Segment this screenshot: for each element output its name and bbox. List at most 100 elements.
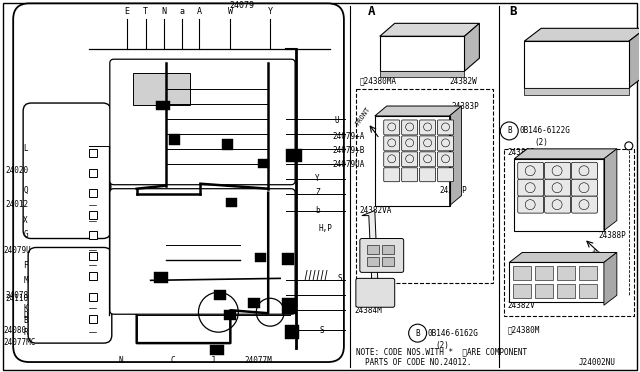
Text: 0B146-6162G: 0B146-6162G <box>428 328 479 338</box>
Text: S: S <box>338 274 342 283</box>
Text: J24002NU: J24002NU <box>579 357 616 366</box>
Text: (2): (2) <box>436 341 449 350</box>
Text: 24383P: 24383P <box>451 102 479 110</box>
FancyBboxPatch shape <box>518 179 543 196</box>
Polygon shape <box>449 106 461 206</box>
FancyBboxPatch shape <box>545 196 570 213</box>
Text: 24079: 24079 <box>230 1 255 10</box>
Text: 24382WA: 24382WA <box>581 87 613 96</box>
Text: 24110: 24110 <box>5 294 28 303</box>
Text: Y: Y <box>315 174 319 183</box>
Text: N: N <box>119 356 124 365</box>
Text: PARTS OF CODE NO.24012.: PARTS OF CODE NO.24012. <box>365 357 471 366</box>
Text: FRONT: FRONT <box>355 106 371 126</box>
Bar <box>282 298 296 314</box>
FancyBboxPatch shape <box>438 120 454 135</box>
FancyBboxPatch shape <box>28 247 112 343</box>
FancyBboxPatch shape <box>518 162 543 179</box>
Bar <box>89 231 97 238</box>
Polygon shape <box>524 88 629 95</box>
FancyBboxPatch shape <box>438 168 454 182</box>
Bar <box>557 266 575 280</box>
Bar <box>509 262 604 302</box>
Text: Y: Y <box>268 7 273 16</box>
Bar <box>535 266 553 280</box>
FancyBboxPatch shape <box>420 152 436 167</box>
Text: C: C <box>171 356 175 365</box>
Bar <box>211 345 225 355</box>
Text: L: L <box>23 144 28 153</box>
Bar <box>579 284 597 298</box>
FancyBboxPatch shape <box>356 278 395 307</box>
Text: R: R <box>23 328 28 337</box>
Text: 24080: 24080 <box>3 326 26 335</box>
Text: X: X <box>23 216 28 225</box>
FancyBboxPatch shape <box>402 152 418 167</box>
Bar <box>154 272 168 283</box>
Text: B: B <box>23 316 28 325</box>
Text: a: a <box>179 7 184 16</box>
Text: 24020: 24020 <box>5 166 28 175</box>
Text: 24079U: 24079U <box>3 246 31 255</box>
Polygon shape <box>604 253 617 305</box>
Polygon shape <box>375 106 461 116</box>
Polygon shape <box>465 23 479 71</box>
FancyBboxPatch shape <box>438 136 454 151</box>
Bar <box>382 257 394 266</box>
Polygon shape <box>362 211 378 282</box>
Text: F: F <box>23 261 28 270</box>
Bar <box>156 101 170 110</box>
FancyBboxPatch shape <box>545 162 570 179</box>
FancyBboxPatch shape <box>402 168 418 182</box>
Bar <box>513 266 531 280</box>
Bar <box>227 198 237 206</box>
FancyBboxPatch shape <box>572 196 597 213</box>
Bar <box>248 298 260 308</box>
Text: B: B <box>415 328 420 338</box>
FancyBboxPatch shape <box>402 136 418 151</box>
Polygon shape <box>524 41 629 88</box>
Bar <box>356 89 493 283</box>
Text: b: b <box>315 206 319 215</box>
Bar <box>132 73 191 105</box>
FancyBboxPatch shape <box>438 152 454 167</box>
Bar <box>89 293 97 301</box>
FancyBboxPatch shape <box>572 162 597 179</box>
Text: J: J <box>211 356 215 365</box>
Polygon shape <box>509 253 617 262</box>
Bar <box>168 134 180 145</box>
Bar <box>89 169 97 177</box>
Bar <box>367 246 379 254</box>
Text: (2): (2) <box>534 138 548 147</box>
Circle shape <box>625 142 633 150</box>
Text: 24382V: 24382V <box>508 301 535 310</box>
Bar <box>557 284 575 298</box>
FancyBboxPatch shape <box>518 196 543 213</box>
Bar <box>89 272 97 280</box>
Text: ※24380MA: ※24380MA <box>360 77 397 86</box>
FancyBboxPatch shape <box>420 136 436 151</box>
Text: T: T <box>143 7 148 16</box>
Text: N: N <box>161 7 166 16</box>
Text: B: B <box>507 126 511 135</box>
Polygon shape <box>524 28 640 41</box>
Bar <box>222 139 234 150</box>
FancyBboxPatch shape <box>384 152 400 167</box>
Text: K: K <box>23 304 28 313</box>
FancyBboxPatch shape <box>13 3 344 362</box>
Text: 24079+A: 24079+A <box>332 132 364 141</box>
Bar <box>375 116 449 206</box>
Text: 24384M: 24384M <box>355 306 383 315</box>
FancyBboxPatch shape <box>110 59 295 185</box>
FancyBboxPatch shape <box>420 120 436 135</box>
Bar <box>286 149 302 162</box>
Text: A: A <box>368 5 375 18</box>
Text: S: S <box>320 326 324 335</box>
Text: 24388P: 24388P <box>508 148 535 157</box>
Text: G: G <box>23 230 28 239</box>
Text: 24078: 24078 <box>5 291 28 300</box>
Text: FRONT: FRONT <box>589 248 611 265</box>
Text: 24077MC: 24077MC <box>3 338 36 347</box>
Text: ※24380M: ※24380M <box>508 326 540 335</box>
Text: 0B146-6122G: 0B146-6122G <box>519 126 570 135</box>
